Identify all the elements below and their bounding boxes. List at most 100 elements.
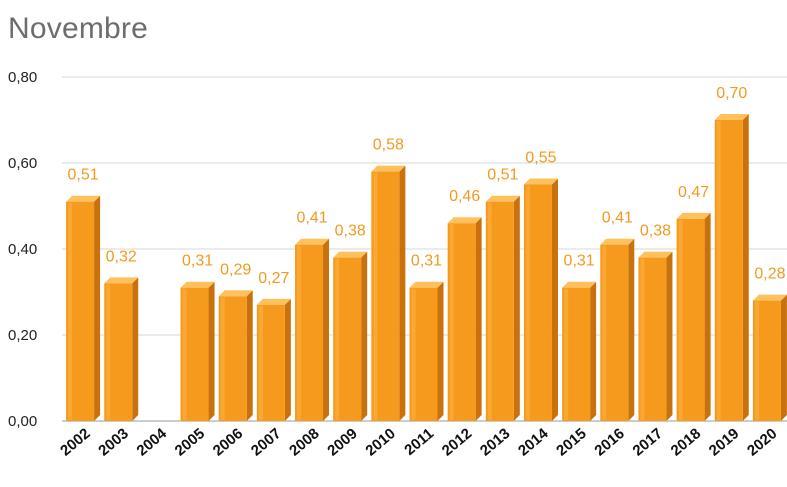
bar [447, 217, 482, 421]
bar [256, 298, 291, 421]
bar [714, 114, 749, 421]
bar-top [600, 238, 635, 245]
data-label: 0,47 [678, 184, 709, 201]
bar-highlight [258, 305, 263, 420]
label-layer: 0,51 0,32 0,31 0,29 0,27 0,41 0,38 0,58 0,31 0,46… [68, 85, 786, 287]
data-label: 0,70 [716, 85, 747, 102]
x-tick-label: 2016 [591, 425, 627, 459]
bar [371, 165, 406, 421]
x-tick-label: 2005 [172, 425, 208, 459]
bar [523, 178, 558, 421]
data-label: 0,58 [373, 137, 404, 154]
x-tick-label: 2018 [668, 425, 704, 459]
bar-highlight [220, 297, 225, 420]
x-tick-label: 2012 [439, 425, 475, 459]
bar-top [523, 178, 558, 185]
x-tick-label: 2011 [401, 425, 437, 459]
data-label: 0,46 [449, 188, 480, 205]
bar-top [218, 290, 253, 297]
x-tick-label: 2004 [133, 425, 170, 460]
bar-highlight [640, 258, 645, 420]
data-label: 0,38 [335, 223, 366, 240]
bar-side [399, 165, 406, 421]
bar-top [295, 238, 330, 245]
x-tick-label: 2002 [57, 425, 93, 459]
bar-highlight [297, 245, 302, 420]
bar-top [66, 195, 101, 202]
bar [218, 290, 253, 421]
data-label: 0,29 [220, 261, 251, 278]
y-tick-label: 0,60 [8, 155, 37, 172]
data-label: 0,41 [296, 210, 327, 227]
bar-highlight [373, 172, 378, 420]
data-label: 0,31 [411, 253, 442, 270]
bar-highlight [678, 219, 683, 420]
y-tick-label: 0,00 [8, 413, 37, 430]
bar-side [590, 281, 597, 421]
bar [66, 195, 101, 421]
x-tick-label: 2019 [706, 425, 742, 459]
bar-highlight [564, 288, 569, 420]
bar [409, 281, 444, 421]
bar-side [246, 290, 253, 421]
bar-highlight [754, 301, 759, 420]
bar-highlight [411, 288, 416, 420]
x-tick-label: 2009 [324, 425, 360, 459]
data-label: 0,51 [68, 167, 99, 184]
x-tick-label: 2010 [362, 425, 398, 459]
bar-top [676, 212, 711, 219]
bar-side [323, 238, 330, 421]
bar-top [752, 294, 787, 301]
bar-top [333, 251, 368, 258]
bar [485, 195, 520, 421]
x-tick-label: 2017 [630, 425, 666, 459]
bar-highlight [525, 185, 530, 420]
data-label: 0,28 [754, 266, 785, 283]
bar-highlight [716, 121, 721, 420]
bar-highlight [335, 258, 340, 420]
bar-side [94, 195, 101, 421]
bar-highlight [68, 202, 73, 420]
x-tick-label: 2006 [210, 425, 246, 459]
bar [180, 281, 215, 421]
bar-side [361, 251, 368, 421]
bar-side [780, 294, 787, 421]
data-label: 0,55 [525, 150, 556, 167]
bar [562, 281, 597, 421]
bar-side [666, 251, 673, 421]
y-tick-label: 0,40 [8, 241, 37, 258]
bar-top [562, 281, 597, 288]
bar-highlight [449, 224, 454, 420]
bar [104, 277, 139, 421]
bar-top [638, 251, 673, 258]
bar-side [742, 114, 749, 421]
bar-top [409, 281, 444, 288]
y-tick-label: 0,20 [8, 327, 37, 344]
bar-side [704, 212, 711, 421]
bar-side [437, 281, 444, 421]
bar [752, 294, 787, 421]
bar [333, 251, 368, 421]
bar-top [447, 217, 482, 224]
y-tick-label: 0,80 [8, 69, 37, 86]
bar-side [208, 281, 215, 421]
bar-top [371, 165, 406, 172]
x-tick-label: 2003 [95, 425, 131, 459]
data-label: 0,31 [564, 253, 595, 270]
bar-top [104, 277, 139, 284]
data-label: 0,27 [258, 270, 289, 287]
bar-side [475, 217, 482, 421]
bar-highlight [487, 202, 492, 420]
chart-title: Novembre [8, 12, 148, 45]
bar-highlight [106, 284, 111, 420]
data-label: 0,31 [182, 253, 213, 270]
bar [600, 238, 635, 421]
bar-side [628, 238, 635, 421]
bar-layer [66, 114, 787, 421]
bar [295, 238, 330, 421]
bar-top [485, 195, 520, 202]
data-label: 0,32 [106, 248, 137, 265]
data-label: 0,41 [602, 210, 633, 227]
data-label: 0,38 [640, 223, 671, 240]
